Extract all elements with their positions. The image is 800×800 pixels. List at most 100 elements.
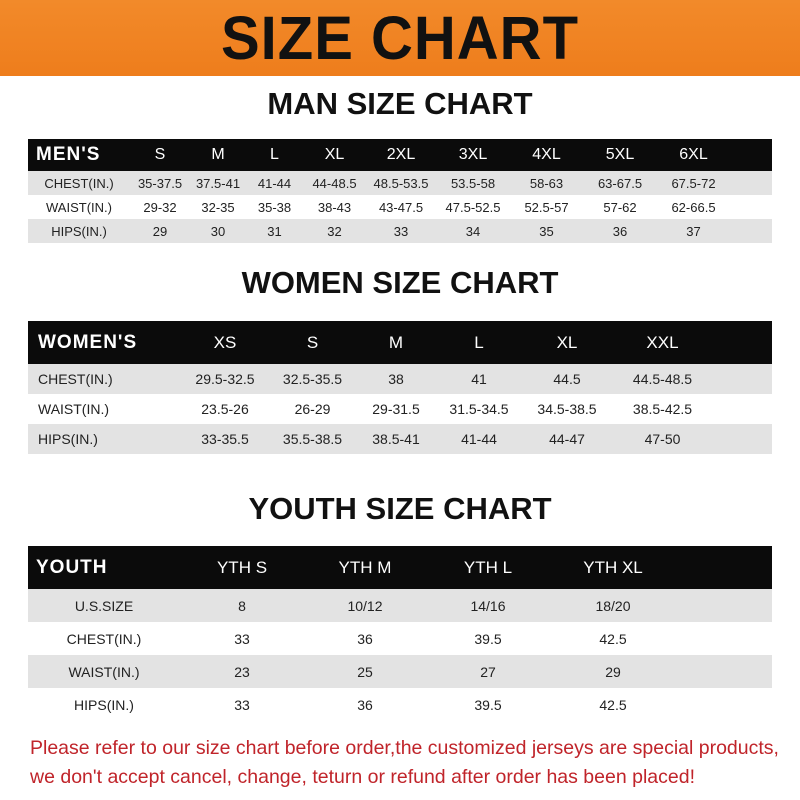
table-cell: 41-44 <box>257 175 292 191</box>
table-cell: 62-66.5 <box>671 199 716 215</box>
table-cell: 43-47.5 <box>378 199 424 215</box>
notice-line-1: Please refer to our size chart before or… <box>30 737 779 759</box>
table-cell: 5XL <box>605 146 635 163</box>
table-cell: 37 <box>686 223 701 239</box>
table-cell: 25 <box>357 663 373 680</box>
table-cell: 42.5 <box>599 696 627 713</box>
table-cell: YTH M <box>338 557 392 577</box>
women-section-title: WOMEN SIZE CHART <box>241 265 559 300</box>
table-cell: 52.5-57 <box>524 199 569 215</box>
men-size-table: MEN'S S M L XL 2XL 3XL 4XL 5XL 6XL CHEST(IN.) 35-37… <box>28 139 772 243</box>
measurement-label: CHEST(IN.) <box>44 175 114 191</box>
main-title: SIZE CHART <box>221 3 579 73</box>
table-cell: XXL <box>646 332 679 352</box>
table-cell: XL <box>556 332 578 352</box>
notice-line-2: we don't accept cancel, change, teturn o… <box>30 766 695 788</box>
table-cell: 33 <box>234 630 250 647</box>
table-cell: 47.5-52.5 <box>445 199 501 215</box>
table-header-row: WOMEN'S XS S M L XL XXL <box>28 321 772 364</box>
table-cell: 8 <box>238 597 246 614</box>
table-cell: 35 <box>539 223 554 239</box>
table-cell: 29-32 <box>143 199 177 215</box>
table-cell: 38.5-41 <box>372 431 420 447</box>
table-cell: 39.5 <box>474 696 502 713</box>
table-cell: YTH XL <box>583 557 643 577</box>
measurement-label: WAIST(IN.) <box>68 663 140 680</box>
table-cell: 31.5-34.5 <box>449 401 509 417</box>
table-cell: YTH L <box>463 557 513 577</box>
order-notice: Please refer to our size chart before or… <box>30 734 790 792</box>
table-title-cell: YOUTH <box>36 556 108 578</box>
table-row: HIPS(IN.) 33-35.5 35.5-38.5 38.5-41 41-44 44-… <box>28 424 772 454</box>
table-cell: 2XL <box>386 146 416 163</box>
table-cell: 26-29 <box>294 401 331 417</box>
table-cell: 32.5-35.5 <box>282 371 343 387</box>
table-cell: 36 <box>357 696 373 713</box>
table-cell: 27 <box>480 663 496 680</box>
table-cell: 44-48.5 <box>312 175 357 191</box>
table-row: HIPS(IN.) 33 36 39.5 42.5 <box>28 688 772 721</box>
table-cell: L <box>474 332 484 352</box>
table-cell: 53.5-58 <box>450 175 496 191</box>
table-cell: 44.5-48.5 <box>632 371 693 387</box>
table-cell: 38-43 <box>317 199 352 215</box>
table-cell: 18/20 <box>595 597 631 614</box>
table-cell: 35-38 <box>257 199 292 215</box>
table-cell: 29 <box>152 223 168 239</box>
table-cell: L <box>270 146 279 163</box>
table-header-row: MEN'S S M L XL 2XL 3XL 4XL 5XL 6XL <box>28 139 772 171</box>
table-cell: 33-35.5 <box>201 431 249 447</box>
table-row: CHEST(IN.) 35-37.5 37.5-41 41-44 44-48.5 48.5… <box>28 171 772 195</box>
table-cell: 35.5-38.5 <box>282 431 343 447</box>
table-cell: 31 <box>267 223 282 239</box>
table-row: WAIST(IN.) 23.5-26 26-29 29-31.5 31.5-34.5 34… <box>28 394 772 424</box>
youth-section-title: YOUTH SIZE CHART <box>248 491 552 526</box>
table-cell: YTH S <box>216 557 268 577</box>
table-cell: 47-50 <box>644 431 681 447</box>
table-cell: 63-67.5 <box>597 175 643 191</box>
table-cell: 57-62 <box>603 199 637 215</box>
measurement-label: WAIST(IN.) <box>46 199 112 215</box>
measurement-label: HIPS(IN.) <box>51 223 107 239</box>
table-cell: 44-47 <box>549 431 585 447</box>
table-cell: 36 <box>357 630 373 647</box>
table-title-cell: WOMEN'S <box>38 331 138 353</box>
table-cell: 14/16 <box>470 597 506 614</box>
table-cell: 32-35 <box>201 199 235 215</box>
table-cell: 42.5 <box>599 630 627 647</box>
table-cell: 38 <box>388 371 404 387</box>
women-size-table: WOMEN'S XS S M L XL XXL CHEST(IN.) 29.5-32.5 32.5… <box>28 321 772 454</box>
table-cell: 3XL <box>458 146 488 163</box>
men-section-title: MAN SIZE CHART <box>267 86 533 121</box>
table-cell: 33 <box>234 696 250 713</box>
table-cell: 29 <box>605 663 621 680</box>
table-cell: 34.5-38.5 <box>537 401 597 417</box>
measurement-label: HIPS(IN.) <box>74 696 134 713</box>
table-cell: XL <box>324 146 345 163</box>
table-cell: 29.5-32.5 <box>195 371 255 387</box>
table-cell: M <box>388 332 404 352</box>
table-cell: 4XL <box>532 146 561 163</box>
table-cell: 67.5-72 <box>671 175 716 191</box>
banner: SIZE CHART <box>0 0 800 76</box>
measurement-label: CHEST(IN.) <box>66 630 142 647</box>
table-cell: 6XL <box>679 146 708 163</box>
table-cell: 29-31.5 <box>372 401 420 417</box>
table-cell: 39.5 <box>474 630 502 647</box>
table-cell: 41-44 <box>461 431 497 447</box>
measurement-label: U.S.SIZE <box>74 597 134 614</box>
table-cell: XS <box>213 332 237 352</box>
table-cell: 58-63 <box>529 175 564 191</box>
table-cell: 30 <box>210 223 226 239</box>
table-cell: 23 <box>234 663 250 680</box>
table-cell: S <box>154 146 166 163</box>
table-row: U.S.SIZE 8 10/12 14/16 18/20 <box>28 589 772 622</box>
table-header-row: YOUTH YTH S YTH M YTH L YTH XL <box>28 546 772 589</box>
measurement-label: HIPS(IN.) <box>38 431 98 447</box>
measurement-label: WAIST(IN.) <box>38 401 110 417</box>
youth-size-table: YOUTH YTH S YTH M YTH L YTH XL U.S.SIZE 8 10/12… <box>28 546 772 721</box>
table-cell: 32 <box>327 223 342 239</box>
table-cell: 34 <box>465 223 481 239</box>
table-cell: 48.5-53.5 <box>373 175 429 191</box>
table-cell: 44.5 <box>553 371 581 387</box>
